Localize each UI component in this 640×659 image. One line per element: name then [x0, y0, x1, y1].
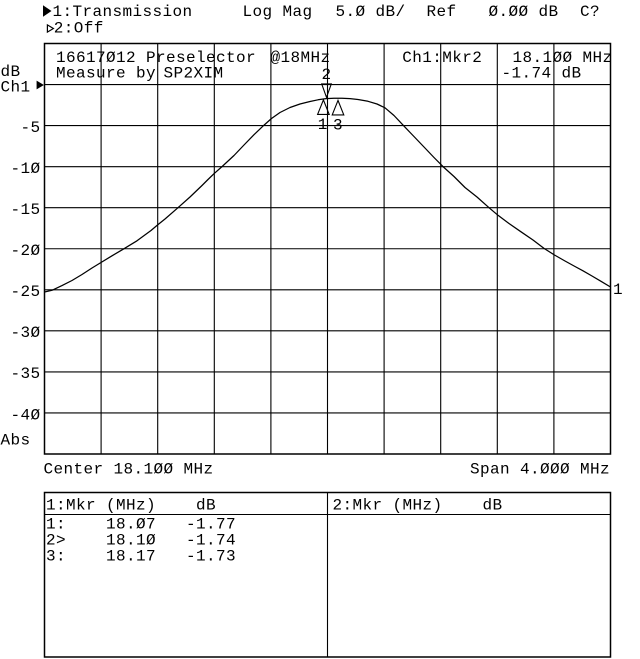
- svg-text:Span 4.ØØØ MHz: Span 4.ØØØ MHz: [470, 461, 610, 479]
- svg-text:2: 2: [322, 66, 332, 84]
- svg-text:Log Mag: Log Mag: [243, 3, 313, 21]
- svg-text:dB: dB: [1, 63, 21, 81]
- svg-text:16617Ø12 Preselector: 16617Ø12 Preselector: [56, 49, 256, 67]
- svg-text:-3Ø: -3Ø: [11, 324, 41, 342]
- svg-text:-15: -15: [11, 201, 41, 219]
- svg-text:C?: C?: [580, 3, 600, 21]
- svg-text:1:Mkr (MHz) dB: 1:Mkr (MHz) dB: [46, 497, 216, 515]
- svg-text:5.Ø dB/: 5.Ø dB/: [336, 3, 406, 21]
- svg-text:1: 1: [318, 116, 328, 134]
- svg-text:Ø.ØØ dB: Ø.ØØ dB: [489, 3, 559, 21]
- svg-text:Center 18.1ØØ MHz: Center 18.1ØØ MHz: [44, 461, 214, 479]
- svg-text:2:Off: 2:Off: [54, 20, 104, 38]
- svg-text:1: 18.Ø7 -1.77: 1: 18.Ø7 -1.77: [46, 516, 236, 534]
- svg-text:Ch1:Mkr2: Ch1:Mkr2: [402, 49, 482, 67]
- svg-text:-25: -25: [11, 283, 41, 301]
- svg-text:-1Ø: -1Ø: [11, 160, 41, 178]
- svg-text:2:Mkr (MHz) dB: 2:Mkr (MHz) dB: [333, 497, 503, 515]
- svg-text:Abs: Abs: [1, 432, 31, 450]
- svg-text:Ref: Ref: [427, 3, 457, 21]
- svg-text:1: 1: [613, 281, 623, 299]
- svg-text:3: 3: [333, 117, 343, 135]
- svg-text:18.1ØØ MHz: 18.1ØØ MHz: [513, 49, 613, 67]
- svg-text:-35: -35: [11, 365, 41, 383]
- svg-text:-2Ø: -2Ø: [11, 242, 41, 260]
- svg-text:@18MHz: @18MHz: [271, 49, 331, 67]
- svg-text:-4Ø: -4Ø: [11, 406, 41, 424]
- svg-text:1:Transmission: 1:Transmission: [53, 3, 193, 21]
- svg-text:-1.74 dB: -1.74 dB: [502, 65, 582, 83]
- svg-text:-5: -5: [21, 119, 41, 137]
- svg-text:2> 18.1Ø -1.74: 2> 18.1Ø -1.74: [46, 532, 236, 550]
- svg-text:Measure by: Measure by: [56, 65, 156, 83]
- svg-text:Ch1: Ch1: [1, 79, 31, 97]
- svg-text:SP2XIM: SP2XIM: [164, 65, 224, 83]
- svg-text:3: 18.17 -1.73: 3: 18.17 -1.73: [46, 548, 236, 566]
